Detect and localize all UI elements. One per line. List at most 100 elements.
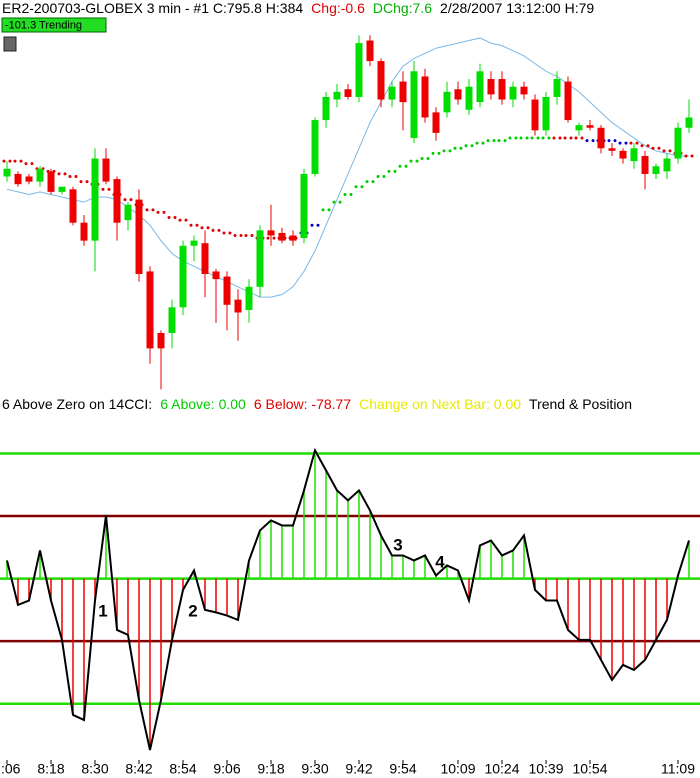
- trail-dot: [514, 136, 518, 140]
- trail-dot: [585, 139, 589, 143]
- candle-body: [575, 125, 583, 131]
- trail-dot: [646, 144, 650, 148]
- trail-dot: [651, 146, 655, 150]
- candle-body: [388, 86, 396, 100]
- trail-dot: [387, 169, 391, 173]
- candle-body: [509, 86, 517, 100]
- header-part: DChg:7.6: [373, 0, 432, 16]
- candle-body: [47, 171, 55, 192]
- candle-body: [3, 168, 11, 177]
- candle-body: [311, 120, 319, 174]
- trail-dot: [574, 136, 578, 140]
- candle-body: [641, 155, 649, 174]
- trail-dot: [404, 164, 408, 168]
- candle-body: [278, 232, 286, 241]
- annotation: 2: [188, 601, 197, 620]
- annotation: 4: [435, 552, 445, 571]
- candle-body: [289, 235, 297, 241]
- trail-dot: [200, 226, 204, 230]
- trail-dot: [321, 208, 325, 212]
- trail-dot: [563, 136, 567, 140]
- trail-dot: [365, 180, 369, 184]
- moving-average-line: [6, 37, 689, 298]
- candle-body: [223, 276, 231, 305]
- trail-dot: [354, 185, 358, 189]
- trail-dot: [272, 236, 276, 240]
- candle-body: [487, 79, 495, 95]
- candle-body: [432, 112, 440, 133]
- trail-dot: [536, 136, 540, 140]
- x-tick-label: 10:39: [528, 761, 563, 777]
- trail-dot: [393, 169, 397, 173]
- candle-body: [300, 173, 308, 239]
- candle-body: [168, 307, 176, 333]
- trail-dot: [189, 223, 193, 227]
- trail-dot: [327, 208, 331, 212]
- cci-line: [6, 447, 690, 751]
- trail-dot: [371, 180, 375, 184]
- trail-dot: [492, 139, 496, 143]
- trail-dot: [382, 174, 386, 178]
- trail-dot: [459, 146, 463, 150]
- trail-dot: [8, 159, 12, 163]
- trail-dot: [79, 180, 83, 184]
- trail-dot: [129, 198, 133, 202]
- candle-body: [465, 86, 473, 110]
- candle-body: [619, 150, 627, 159]
- candle-body: [179, 245, 187, 308]
- candle-body: [355, 43, 363, 97]
- trail-dot: [497, 139, 501, 143]
- trail-dot: [68, 174, 72, 178]
- header-line: 6 Above Zero on 14CCI: 6 Above: 0.00 6 Bel…: [2, 396, 632, 412]
- trail-dot: [222, 231, 226, 235]
- trail-dot: [123, 198, 127, 202]
- candle-body: [322, 96, 330, 121]
- candle-body: [69, 189, 77, 223]
- candle-body: [410, 71, 418, 139]
- header-part: Chg:-0.6: [311, 0, 365, 16]
- candle-body: [14, 173, 22, 185]
- candle-body: [91, 158, 99, 241]
- trail-dot: [525, 136, 529, 140]
- annotation: 1: [98, 601, 107, 620]
- candle-body: [399, 81, 407, 103]
- candle-body: [630, 148, 638, 162]
- candle-body: [80, 222, 88, 241]
- candle-body: [564, 81, 572, 121]
- trail-dot: [360, 185, 364, 189]
- trail-dot: [24, 162, 28, 166]
- trail-dot: [475, 141, 479, 145]
- x-tick-label: 10:09: [440, 761, 475, 777]
- trail-dot: [508, 136, 512, 140]
- trail-dot: [239, 234, 243, 238]
- candle-body: [234, 299, 242, 313]
- candle-body: [58, 186, 66, 192]
- trail-dot: [195, 223, 199, 227]
- trail-dot: [569, 136, 573, 140]
- candle-body: [36, 168, 44, 182]
- trail-dot: [470, 144, 474, 148]
- candle-body: [256, 230, 264, 287]
- trail-dot: [349, 192, 353, 196]
- trail-dot: [211, 228, 215, 232]
- candle-body: [146, 271, 154, 349]
- candle-body: [157, 332, 165, 349]
- candle-body: [674, 127, 682, 159]
- trail-dot: [19, 159, 23, 163]
- annotation: 3: [393, 535, 402, 554]
- trail-dot: [453, 146, 457, 150]
- candle-body: [333, 91, 341, 100]
- candle-body: [520, 86, 528, 95]
- trail-dot: [173, 216, 177, 220]
- trail-dot: [74, 174, 78, 178]
- x-tick-label: 9:06: [213, 761, 240, 777]
- candle-body: [597, 127, 605, 149]
- trail-dot: [162, 210, 166, 214]
- trail-dot: [530, 136, 534, 140]
- trail-dot: [343, 192, 347, 196]
- x-tick-label: 8:18: [37, 761, 64, 777]
- trail-dot: [420, 157, 424, 161]
- trail-dot: [338, 200, 342, 204]
